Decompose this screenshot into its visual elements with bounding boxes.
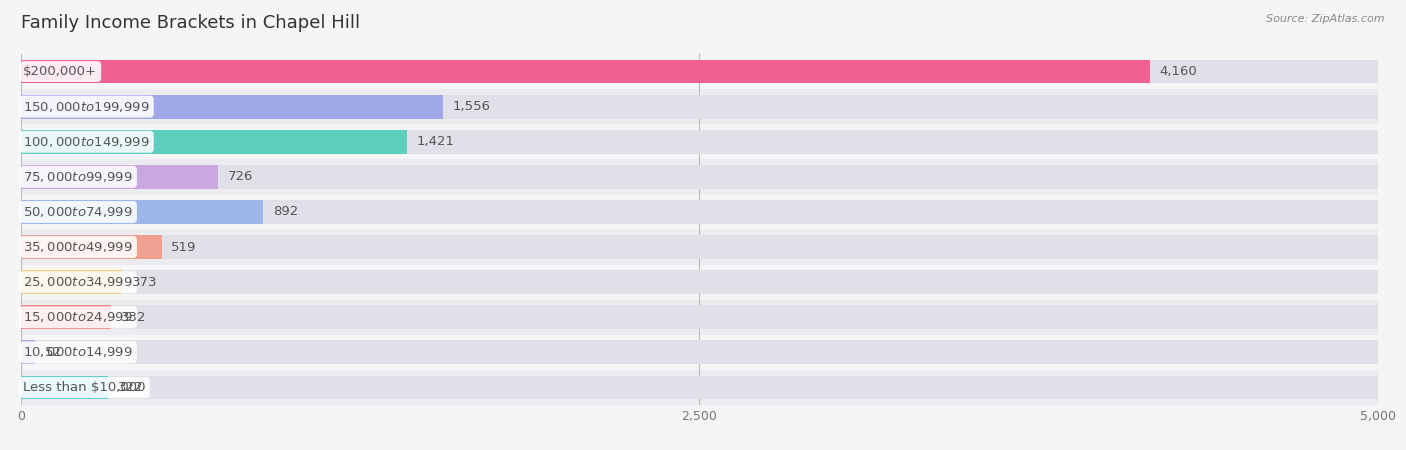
Bar [21,94,443,119]
Text: 892: 892 [273,206,298,218]
Bar [21,194,1378,230]
Text: 1,556: 1,556 [453,100,491,113]
Text: 373: 373 [132,276,157,288]
Bar [21,54,1378,89]
Text: Less than $10,000: Less than $10,000 [24,381,146,394]
Bar [21,200,263,224]
Text: Source: ZipAtlas.com: Source: ZipAtlas.com [1267,14,1385,23]
Text: $50,000 to $74,999: $50,000 to $74,999 [24,205,134,219]
Text: Family Income Brackets in Chapel Hill: Family Income Brackets in Chapel Hill [21,14,360,32]
Bar [21,159,1378,194]
Text: $75,000 to $99,999: $75,000 to $99,999 [24,170,134,184]
Text: $35,000 to $49,999: $35,000 to $49,999 [24,240,134,254]
Bar [21,124,1378,159]
Bar [21,340,1378,364]
Text: $15,000 to $24,999: $15,000 to $24,999 [24,310,134,324]
Text: 726: 726 [228,171,253,183]
Bar [21,335,1378,370]
Text: $25,000 to $34,999: $25,000 to $34,999 [24,275,134,289]
Bar [21,94,1378,119]
Text: $200,000+: $200,000+ [24,65,97,78]
Bar [21,235,1378,259]
Text: 52: 52 [45,346,62,359]
Text: 332: 332 [121,311,146,324]
Text: 4,160: 4,160 [1160,65,1197,78]
Text: 322: 322 [118,381,143,394]
Bar [21,165,1378,189]
Bar [21,300,1378,335]
Bar [21,375,108,400]
Bar [21,340,35,364]
Text: $100,000 to $149,999: $100,000 to $149,999 [24,135,150,149]
Bar [21,165,218,189]
Text: 519: 519 [172,241,197,253]
Text: 1,421: 1,421 [416,135,454,148]
Bar [21,235,162,259]
Bar [21,59,1150,84]
Bar [21,270,122,294]
Bar [21,130,406,154]
Bar [21,270,1378,294]
Bar [21,305,111,329]
Bar [21,375,1378,400]
Bar [21,230,1378,265]
Bar [21,305,1378,329]
Bar [21,59,1378,84]
Bar [21,265,1378,300]
Text: $10,000 to $14,999: $10,000 to $14,999 [24,345,134,360]
Text: $150,000 to $199,999: $150,000 to $199,999 [24,99,150,114]
Bar [21,200,1378,224]
Bar [21,89,1378,124]
Bar [21,130,1378,154]
Bar [21,370,1378,405]
